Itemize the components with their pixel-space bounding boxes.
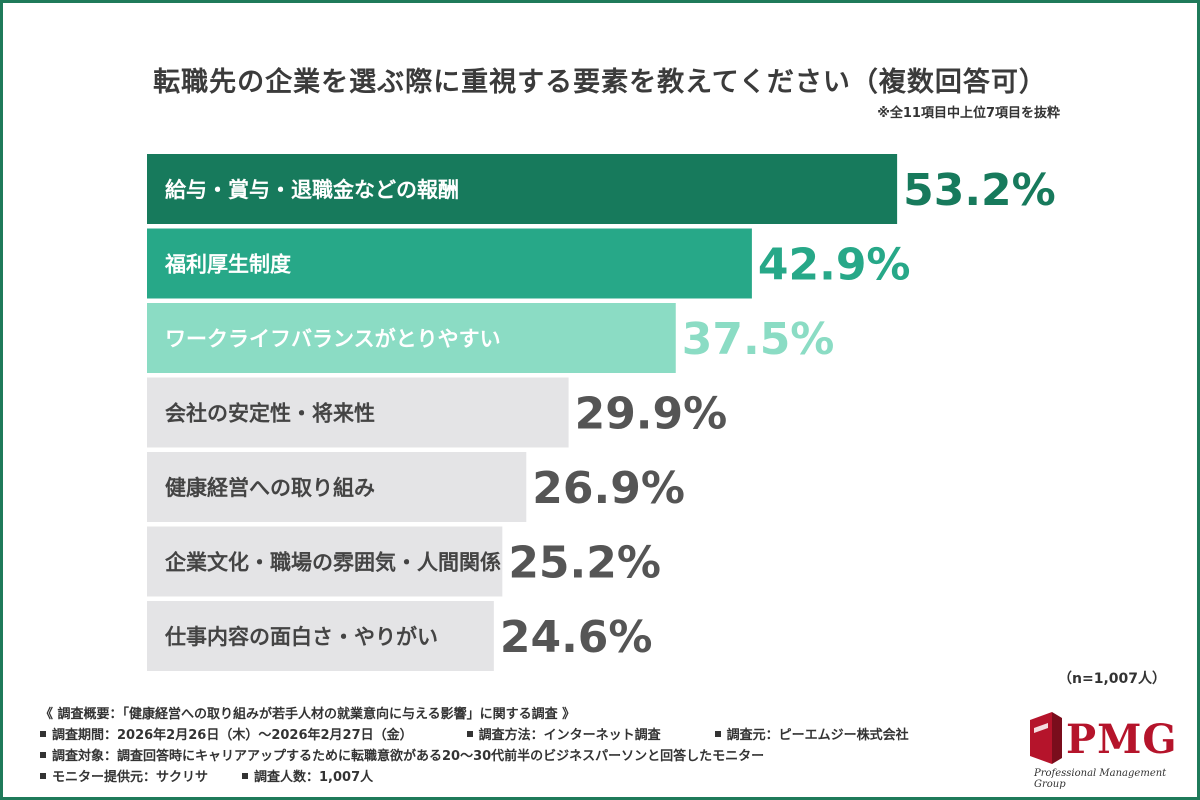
logo-text: PMG [1066, 716, 1178, 763]
value-label-1: 53.2% [903, 165, 1056, 216]
value-label-7: 24.6% [500, 612, 653, 663]
survey-count: 調査人数：1,007人 [254, 770, 374, 785]
survey-row-3: モニター提供元：サクリサ 調査人数：1,007人 [40, 767, 909, 788]
survey-target: 調査対象：調査回答時にキャリアアップするために転職意欲がある20〜30代前半のビ… [52, 749, 765, 764]
bullet-icon [40, 751, 46, 758]
bar-6 [147, 526, 503, 597]
bar-label-4: 会社の安定性・将来性 [165, 402, 375, 426]
value-label-3: 37.5% [682, 314, 835, 365]
bar-chart: 給与・賞与・退職金などの報酬 53.2% 福利厚生制度 42.9% ワークライフバランス… [147, 154, 1056, 671]
logo-mark-icon [1030, 712, 1062, 764]
bar-7 [147, 601, 494, 671]
bar-3 [147, 303, 676, 373]
bar-4 [147, 377, 569, 448]
bar-1 [147, 154, 898, 224]
bar-label-5: 健康経営への取り組み [165, 476, 375, 500]
survey-row-1: 調査期間：2026年2月26日（木）〜2026年2月27日（金） 調査方法：インタ… [40, 725, 909, 746]
bullet-icon [242, 772, 249, 779]
value-label-5: 26.9% [532, 463, 685, 514]
bar-5 [147, 452, 527, 522]
bullet-icon [714, 730, 721, 737]
survey-period: 調査期間：2026年2月26日（木）〜2026年2月27日（金） [52, 728, 413, 743]
value-label-6: 25.2% [508, 538, 661, 589]
bar-label-3: ワークライフバランスがとりやすい [165, 327, 501, 351]
survey-title: 《 調査概要：「健康経営への取り組みが若手人材の就業意向に与える影響」に関する調… [40, 707, 576, 722]
value-label-4: 29.9% [575, 389, 728, 440]
survey-provider: モニター提供元：サクリサ [52, 770, 209, 785]
bullet-icon [466, 730, 473, 737]
logo-subtitle: Professional Management Group [1034, 768, 1167, 790]
sample-size-note: （n=1,007人） [1058, 671, 1166, 687]
pmg-logo: PMG Professional Management Group [1020, 710, 1180, 790]
value-label-2: 42.9% [758, 240, 911, 291]
bullet-icon [40, 772, 46, 779]
chart-subnote: ※全11項目中上位7項目を抜粋 [877, 106, 1060, 121]
survey-row-2: 調査対象：調査回答時にキャリアアップするために転職意欲がある20〜30代前半のビ… [40, 746, 909, 767]
survey-source: 調査元：ピーエムジー株式会社 [726, 728, 909, 743]
bar-label-6: 企業文化・職場の雰囲気・人間関係 [164, 551, 501, 575]
bullet-icon [40, 730, 46, 737]
bar-label-7: 仕事内容の面白さ・やりがい [164, 625, 438, 649]
chart-title: 転職先の企業を選ぶ際に重視する要素を教えてください（複数回答可） [153, 67, 1047, 98]
survey-footer: 《 調査概要：「健康経営への取り組みが若手人材の就業意向に与える影響」に関する調… [40, 704, 909, 788]
bar-label-1: 給与・賞与・退職金などの報酬 [165, 178, 459, 202]
bar-label-2: 福利厚生制度 [164, 253, 291, 277]
survey-method: 調査方法：インターネット調査 [478, 728, 661, 743]
bar-2 [147, 228, 752, 299]
